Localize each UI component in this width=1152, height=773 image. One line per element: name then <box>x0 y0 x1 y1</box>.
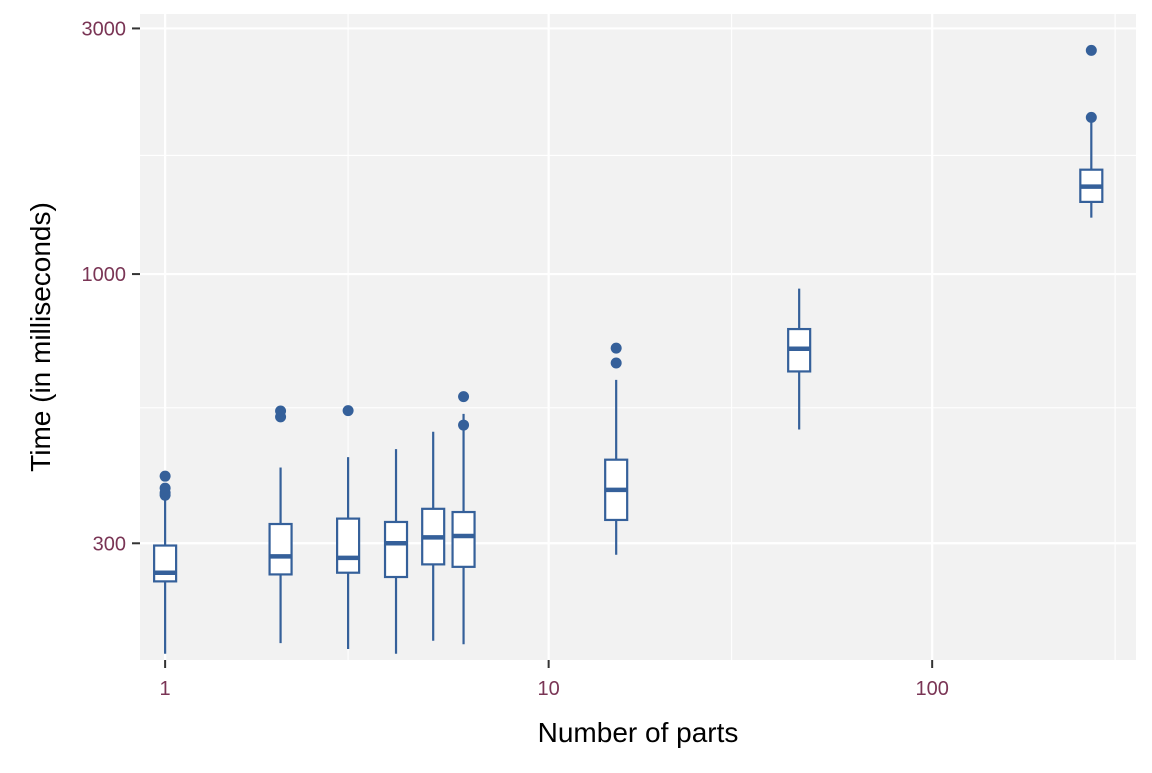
x-axis-title: Number of parts <box>538 717 739 748</box>
box-group <box>421 431 446 641</box>
plot-panel <box>140 14 1136 660</box>
outlier-point <box>1085 44 1097 56</box>
axes: 1 10 100 300 1000 3000 <box>82 18 949 700</box>
box-group <box>383 449 409 654</box>
box-iqr <box>336 517 361 574</box>
box-group <box>1079 44 1104 218</box>
box-iqr <box>153 544 178 583</box>
box-iqr <box>383 520 409 579</box>
box-iqr <box>268 522 293 576</box>
box-group <box>153 470 178 654</box>
box-iqr <box>451 510 476 568</box>
y-tick-label: 300 <box>93 533 126 555</box>
panel-background <box>140 14 1136 660</box>
outlier-point <box>275 405 287 417</box>
box-group <box>451 391 476 645</box>
outlier-point <box>342 405 354 417</box>
outlier-point <box>610 357 622 369</box>
outlier-point <box>159 482 171 494</box>
x-tick-label: 10 <box>538 678 560 700</box>
y-tick-label: 1000 <box>82 264 127 286</box>
x-tick-label: 100 <box>915 678 948 700</box>
x-tick-label: 1 <box>160 678 171 700</box>
outlier-point <box>1085 111 1097 123</box>
y-axis-title: Time (in milliseconds) <box>25 202 56 472</box>
outlier-point <box>610 342 622 354</box>
box-group <box>336 405 361 649</box>
outlier-point <box>159 470 171 482</box>
outlier-point <box>458 419 470 431</box>
outlier-point <box>458 391 470 403</box>
grid-lines <box>140 14 1136 660</box>
y-tick-label: 3000 <box>82 18 127 40</box>
box-group <box>604 342 629 555</box>
box-group <box>268 405 293 644</box>
box-group <box>787 288 812 430</box>
boxes <box>153 44 1104 654</box>
